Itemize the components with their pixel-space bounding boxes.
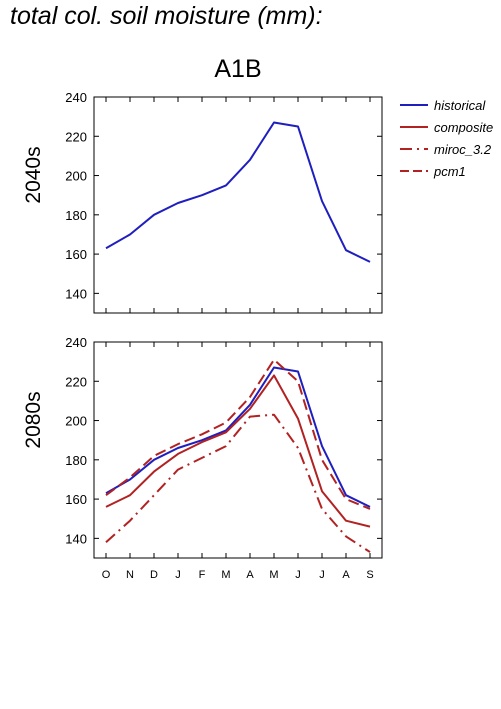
x-tick-label: S: [366, 569, 373, 581]
plot-frame: [93, 341, 383, 559]
series-line-historical: [105, 366, 371, 508]
plot-frame: [93, 96, 383, 314]
x-tick-label: M: [221, 569, 230, 581]
y-tick-label: 200: [65, 169, 87, 184]
x-tick-label: J: [175, 569, 181, 581]
series-line-pcm1: [105, 358, 371, 510]
figure-title: total col. soil moisture (mm):: [10, 2, 323, 30]
x-tick-label: F: [199, 569, 206, 581]
x-tick-label: A: [246, 569, 254, 581]
y-tick-label: 180: [65, 453, 87, 468]
panel-2080s: 140 160 180 200 220 240 O N D J F M A M J J A S 2080s: [22, 335, 383, 581]
y-tick-label: 140: [65, 286, 87, 301]
legend-label: historical: [434, 98, 486, 113]
y-tick-label: 140: [65, 531, 87, 546]
y-tick-label: 220: [65, 129, 87, 144]
x-tick-label: M: [269, 569, 278, 581]
legend-label: composite: [434, 120, 493, 135]
panel-label: 2040s: [22, 146, 45, 203]
x-tick-label: D: [150, 569, 158, 581]
x-tick-label: J: [319, 569, 325, 581]
legend-label: miroc_3.2: [434, 142, 492, 157]
y-tick-label: 240: [65, 90, 87, 105]
panel-2040s: 140 160 180 200 220 240 2040s: [22, 90, 383, 314]
series-line-miroc-3-2: [105, 413, 371, 553]
y-tick-label: 220: [65, 374, 87, 389]
x-tick-label: N: [126, 569, 134, 581]
scenario-title: A1B: [214, 55, 262, 83]
panel-label: 2080s: [22, 391, 45, 448]
y-tick-label: 200: [65, 414, 87, 429]
y-tick-label: 160: [65, 492, 87, 507]
y-tick-label: 160: [65, 247, 87, 262]
x-tick-label: J: [295, 569, 301, 581]
series-line-historical: [105, 121, 371, 263]
x-tick-label: A: [342, 569, 350, 581]
y-tick-label: 240: [65, 335, 87, 350]
legend-label: pcm1: [433, 164, 466, 179]
legend: historical composite miroc_3.2 pcm1: [400, 98, 493, 179]
series-line-composite: [105, 374, 371, 528]
x-tick-label: O: [102, 569, 111, 581]
y-tick-label: 180: [65, 208, 87, 223]
